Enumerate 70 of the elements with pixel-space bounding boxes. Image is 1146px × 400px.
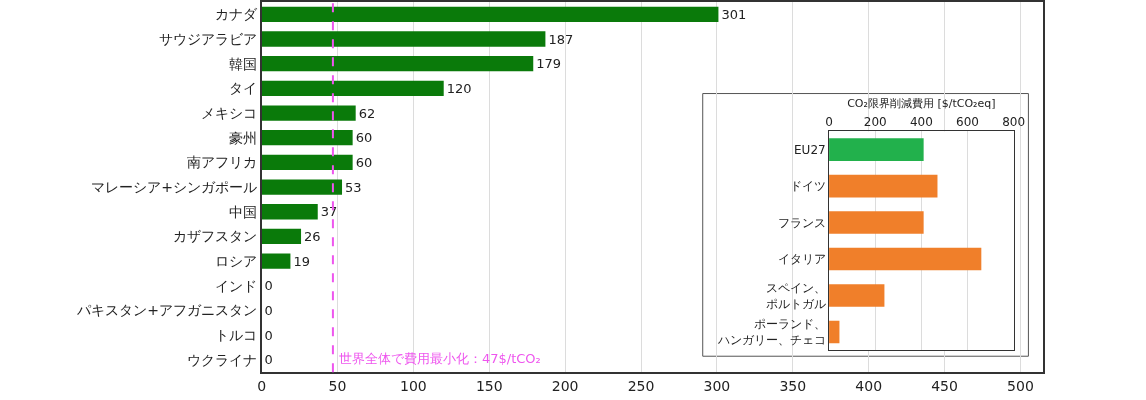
y-tick-label: マレーシア+シンガポール [91,178,258,195]
x-tick-label: 250 [627,377,655,394]
bar [829,138,924,161]
data-label: 187 [548,31,574,47]
y-tick-label: ポーランド、ハンガリー、チェコ [716,317,826,348]
data-label: 62 [358,105,376,121]
x-tick-label: 400 [855,377,883,394]
bar [261,6,719,22]
data-label: 0 [264,327,273,343]
y-tick-label: サウジアラビア [159,30,258,47]
x-axis-title: CO₂限界削減費用 [$/tCO₂eq] [847,97,996,111]
data-label: 120 [446,80,472,96]
y-tick-label: インド [215,277,258,294]
bar [829,284,885,307]
y-tick-label: 豪州 [229,129,258,146]
y-tick-label: タイ [229,80,258,97]
data-label: 0 [264,352,273,368]
x-tick-label: 200 [551,377,579,394]
bar [829,174,938,198]
x-tick-label: 800 [1002,114,1026,129]
y-tick-label: イタリア [777,252,826,267]
bar [829,211,924,234]
x-tick-label: 100 [399,377,427,394]
bar [261,130,353,146]
bar [261,105,356,121]
data-label: 26 [304,228,321,244]
data-label: 301 [721,6,747,22]
y-tick-label: メキシコ [201,104,258,121]
y-tick-label: ロシア [215,253,258,269]
bar [261,179,343,195]
y-tick-label: EU27 [794,142,826,157]
bar [261,253,291,269]
data-label: 19 [293,253,310,269]
x-tick-label: 0 [257,377,267,394]
y-tick-label: 南アフリカ [187,154,258,171]
y-tick-label: スペイン、ポルトガル [765,280,826,311]
bar [261,154,353,171]
ref-line-label: 世界全体で費用最小化：47$/tCO₂ [339,351,541,366]
x-tick-label: 50 [328,377,347,394]
x-tick-label: 200 [863,114,887,129]
x-tick-label: 300 [703,377,731,394]
data-label: 0 [264,302,273,318]
data-label: 37 [320,204,338,220]
data-label: 0 [264,278,273,294]
y-tick-label: トルコ [215,327,258,344]
y-tick-label: 中国 [229,203,258,220]
data-label: 60 [355,130,373,146]
bar [829,247,982,271]
y-tick-label: ドイツ [789,179,826,194]
data-label: 53 [345,179,362,195]
bar [261,80,444,97]
y-tick-label: 韓国 [229,55,258,72]
y-tick-label: カナダ [215,6,259,23]
y-tick-label: カザフスタン [173,228,258,245]
y-tick-label: パキスタン+アフガニスタン [76,302,258,319]
y-tick-label: ウクライナ [187,351,258,368]
x-tick-label: 350 [779,377,807,394]
bar [261,204,318,220]
x-tick-label: 0 [825,114,833,129]
bar [261,31,546,47]
y-tick-label: フランス [777,215,826,230]
x-tick-label: 600 [956,114,979,129]
bar [261,228,302,245]
x-tick-label: 500 [1007,377,1034,394]
x-tick-label: 150 [475,377,503,394]
data-label: 179 [536,56,562,72]
x-tick-label: 450 [931,377,958,394]
data-label: 60 [355,154,373,170]
x-tick-label: 400 [909,114,933,129]
bar [261,56,534,72]
